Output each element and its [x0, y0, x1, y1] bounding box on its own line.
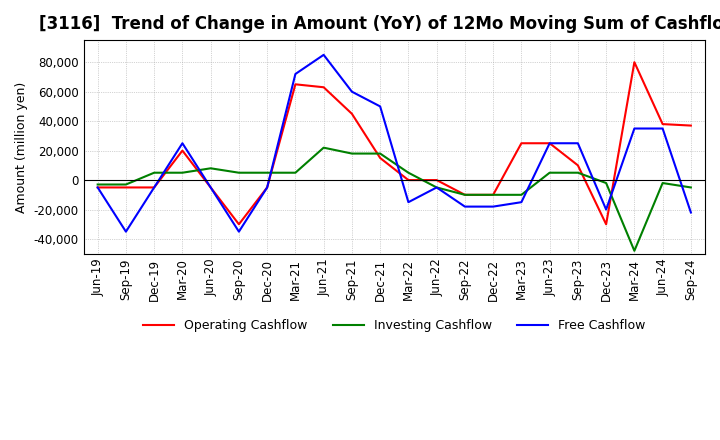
- Title: [3116]  Trend of Change in Amount (YoY) of 12Mo Moving Sum of Cashflows: [3116] Trend of Change in Amount (YoY) o…: [40, 15, 720, 33]
- Free Cashflow: [150, 185, 158, 190]
- Investing Cashflow: [461, 192, 469, 198]
- Free Cashflow: [122, 229, 130, 234]
- Investing Cashflow: [320, 145, 328, 150]
- Operating Cashflow: [404, 177, 413, 183]
- Operating Cashflow: [602, 222, 611, 227]
- Free Cashflow: [235, 229, 243, 234]
- Free Cashflow: [376, 104, 384, 109]
- Free Cashflow: [602, 207, 611, 212]
- Investing Cashflow: [687, 185, 696, 190]
- Operating Cashflow: [291, 82, 300, 87]
- Investing Cashflow: [235, 170, 243, 176]
- Free Cashflow: [348, 89, 356, 94]
- Investing Cashflow: [432, 185, 441, 190]
- Investing Cashflow: [517, 192, 526, 198]
- Operating Cashflow: [545, 141, 554, 146]
- Investing Cashflow: [545, 170, 554, 176]
- Operating Cashflow: [461, 192, 469, 198]
- Operating Cashflow: [207, 185, 215, 190]
- Operating Cashflow: [432, 177, 441, 183]
- Operating Cashflow: [178, 148, 186, 153]
- Operating Cashflow: [348, 111, 356, 117]
- Investing Cashflow: [348, 151, 356, 156]
- Investing Cashflow: [263, 170, 271, 176]
- Operating Cashflow: [235, 222, 243, 227]
- Free Cashflow: [489, 204, 498, 209]
- Investing Cashflow: [630, 248, 639, 253]
- Investing Cashflow: [404, 170, 413, 176]
- Free Cashflow: [432, 185, 441, 190]
- Operating Cashflow: [489, 192, 498, 198]
- Operating Cashflow: [94, 185, 102, 190]
- Investing Cashflow: [207, 165, 215, 171]
- Free Cashflow: [320, 52, 328, 58]
- Operating Cashflow: [687, 123, 696, 128]
- Free Cashflow: [517, 200, 526, 205]
- Free Cashflow: [630, 126, 639, 131]
- Free Cashflow: [687, 210, 696, 215]
- Legend: Operating Cashflow, Investing Cashflow, Free Cashflow: Operating Cashflow, Investing Cashflow, …: [138, 314, 651, 337]
- Operating Cashflow: [263, 185, 271, 190]
- Investing Cashflow: [122, 182, 130, 187]
- Operating Cashflow: [517, 141, 526, 146]
- Investing Cashflow: [602, 180, 611, 186]
- Free Cashflow: [291, 71, 300, 77]
- Operating Cashflow: [376, 155, 384, 161]
- Line: Investing Cashflow: Investing Cashflow: [98, 148, 691, 251]
- Investing Cashflow: [658, 180, 667, 186]
- Investing Cashflow: [291, 170, 300, 176]
- Investing Cashflow: [574, 170, 582, 176]
- Free Cashflow: [404, 200, 413, 205]
- Free Cashflow: [263, 185, 271, 190]
- Line: Free Cashflow: Free Cashflow: [98, 55, 691, 231]
- Investing Cashflow: [376, 151, 384, 156]
- Operating Cashflow: [658, 121, 667, 127]
- Free Cashflow: [94, 185, 102, 190]
- Investing Cashflow: [178, 170, 186, 176]
- Operating Cashflow: [150, 185, 158, 190]
- Line: Operating Cashflow: Operating Cashflow: [98, 62, 691, 224]
- Operating Cashflow: [320, 84, 328, 90]
- Y-axis label: Amount (million yen): Amount (million yen): [15, 81, 28, 213]
- Operating Cashflow: [574, 163, 582, 168]
- Free Cashflow: [178, 141, 186, 146]
- Investing Cashflow: [150, 170, 158, 176]
- Free Cashflow: [658, 126, 667, 131]
- Investing Cashflow: [489, 192, 498, 198]
- Free Cashflow: [207, 185, 215, 190]
- Operating Cashflow: [122, 185, 130, 190]
- Free Cashflow: [461, 204, 469, 209]
- Investing Cashflow: [94, 182, 102, 187]
- Free Cashflow: [545, 141, 554, 146]
- Free Cashflow: [574, 141, 582, 146]
- Operating Cashflow: [630, 59, 639, 65]
